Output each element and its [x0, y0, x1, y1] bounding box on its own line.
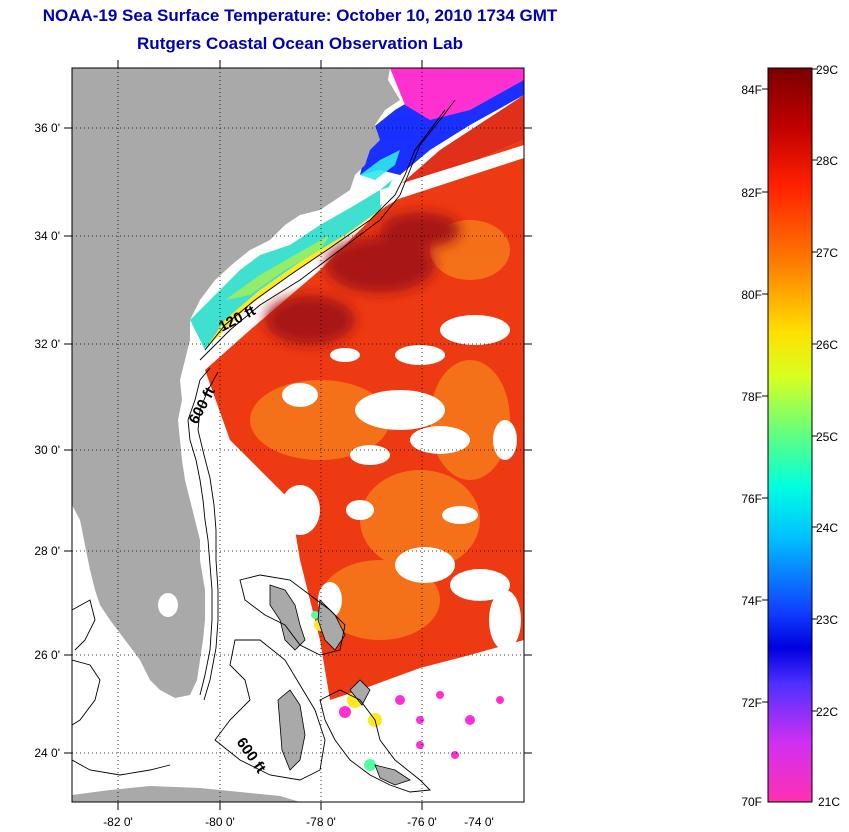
lon-label: -74 0'	[464, 815, 494, 829]
lat-label: 26 0'	[34, 648, 60, 662]
colorbar-ticks	[762, 68, 818, 712]
lat-label: 28 0'	[34, 544, 60, 558]
lon-label: -78 0'	[306, 815, 336, 829]
map-ticks	[64, 60, 532, 810]
colorbar-f-label: 82F	[741, 186, 762, 200]
colorbar-f-label: 70F	[741, 795, 762, 809]
colorbar-c-label: 22C	[816, 705, 838, 719]
land-mainland	[72, 68, 400, 698]
map-panel: 120 ft 600 ft 600 ft	[72, 68, 524, 802]
colorbar-f-label: 78F	[741, 390, 762, 404]
colorbar-c-label: 25C	[816, 430, 838, 444]
colorbar: 84F 82F 80F 78F 76F 74F 72F 70F 29C 28C …	[741, 63, 840, 809]
land-cuba	[72, 786, 300, 802]
sst-coastal-green	[225, 235, 330, 300]
colorbar-ramp	[767, 67, 813, 803]
map-subtitle: Rutgers Coastal Ocean Observation Lab	[137, 34, 463, 53]
lake-okeechobee	[158, 593, 178, 617]
latitude-labels: 36 0' 34 0' 32 0' 30 0' 28 0' 26 0' 24 0…	[34, 121, 60, 760]
map-frame	[71, 67, 525, 803]
colorbar-c-label: 24C	[816, 521, 838, 535]
lat-label: 36 0'	[34, 121, 60, 135]
colorbar-c-label: 21C	[818, 795, 840, 809]
lat-label: 32 0'	[34, 337, 60, 351]
no-data-stripe	[380, 145, 524, 205]
sst-warm-core	[265, 212, 460, 345]
bathymetry-contours	[72, 99, 456, 793]
colorbar-f-label: 80F	[741, 288, 762, 302]
land-bahamas	[269, 584, 411, 786]
graticule	[72, 68, 524, 802]
lat-label: 34 0'	[34, 229, 60, 243]
colorbar-f-label: 76F	[741, 492, 762, 506]
cloud-patches	[280, 315, 521, 650]
sst-cyan-north	[360, 150, 400, 180]
lat-label: 24 0'	[34, 746, 60, 760]
colorbar-c-label: 27C	[816, 246, 838, 260]
colorbar-c-label: 29C	[816, 63, 838, 77]
lon-label: -76 0'	[407, 815, 437, 829]
colorbar-f-label: 72F	[741, 696, 762, 710]
map-title: NOAA-19 Sea Surface Temperature: October…	[42, 6, 558, 25]
lat-label: 30 0'	[34, 443, 60, 457]
colorbar-c-label: 28C	[816, 154, 838, 168]
lon-label: -82 0'	[103, 815, 133, 829]
lon-label: -80 0'	[205, 815, 235, 829]
sst-north-swath	[400, 95, 524, 185]
sst-magenta-north	[390, 68, 524, 120]
colorbar-c-label: 23C	[816, 613, 838, 627]
colorbar-f-label: 84F	[741, 83, 762, 97]
longitude-labels: -82 0' -80 0' -78 0' -76 0' -74 0'	[103, 815, 494, 829]
colorbar-c-label: 26C	[816, 338, 838, 352]
colorbar-f-label: 74F	[741, 594, 762, 608]
